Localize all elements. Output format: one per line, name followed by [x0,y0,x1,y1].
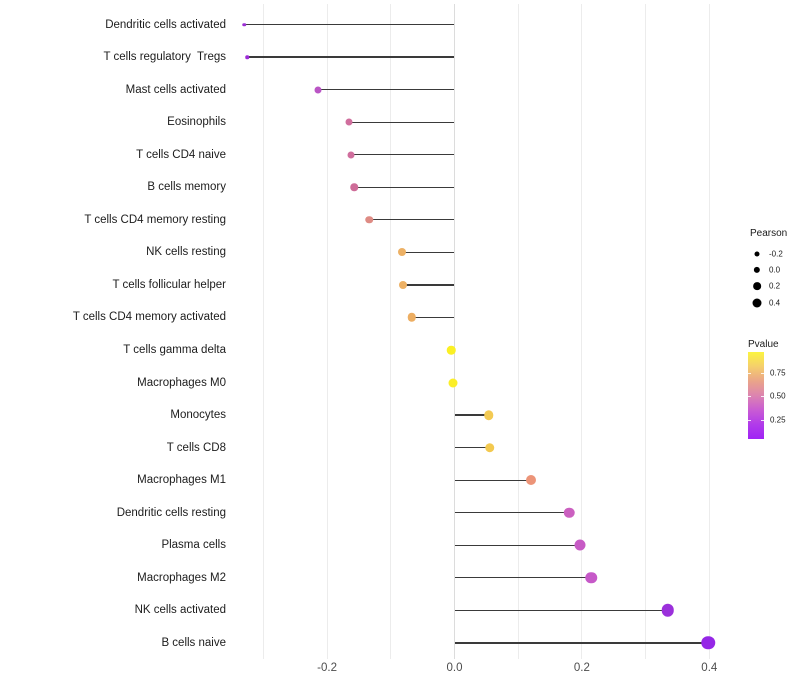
size-legend-label: 0.2 [769,281,781,291]
lollipop-dot [347,151,355,159]
lollipop-dot [484,410,494,420]
lollipop-dot [350,183,359,191]
color-legend-tick-mark [748,419,751,421]
row-label: Dendritic cells activated [105,18,226,31]
lollipop-stem [369,219,455,221]
row-label: T cells regulatory Tregs [103,51,226,64]
lollipop-dot [314,86,322,94]
x-tick-label: 0.0 [446,662,463,674]
size-legend-label: 0.4 [769,298,781,308]
gridline [708,4,710,659]
gridline [262,4,264,659]
row-label: T cells gamma delta [123,344,226,356]
x-tick-label: 0.4 [701,662,718,674]
size-legend-dot [754,251,760,257]
x-tick-label: 0.2 [573,662,590,674]
row-label: T cells follicular helper [112,278,226,291]
row-label: B cells naive [161,636,226,649]
gridline [517,4,519,659]
color-legend-tick-label: 0.75 [770,368,786,378]
lollipop-stem [244,23,455,26]
lollipop-stem [354,186,455,188]
gridline [581,4,583,659]
row-label: Macrophages M1 [137,474,226,487]
gridline [390,4,392,659]
row-label: T cells CD4 naive [136,148,226,161]
lollipop-stem [454,609,668,612]
lollipop-stem [454,577,592,579]
color-legend-tick-label: 0.25 [770,415,786,425]
lollipop-dot [345,118,353,126]
lollipop-stem [402,284,455,286]
color-legend-tick-mark [748,372,751,374]
size-legend-label: 0.0 [769,265,781,275]
lollipop-stem [247,56,455,58]
lollipop-stem [350,154,455,156]
lollipop-dot [245,55,250,59]
lollipop-dot [661,604,675,617]
lollipop-stem [454,642,709,644]
row-label: Dendritic cells resting [116,506,226,519]
row-label: T cells CD4 memory resting [84,213,226,226]
lollipop-stem [454,447,490,449]
row-label: Mast cells activated [125,83,226,96]
lollipop-stem [454,414,489,416]
row-label: T cells CD4 memory activated [72,311,226,324]
size-legend-dot [752,298,762,308]
row-label: Monocytes [170,409,226,422]
size-legend-title: Pearson [750,228,788,239]
row-label: Macrophages M0 [137,376,226,389]
lollipop-dot [242,22,247,27]
row-label: T cells CD8 [166,441,226,454]
lollipop-stem [349,121,455,123]
lollipop-stem [401,251,455,253]
zero-gridline [454,4,455,659]
lollipop-dot [407,313,417,322]
lollipop-dot [447,345,456,355]
lollipop-dot [585,572,598,584]
x-tick-label: -0.2 [317,662,337,674]
lollipop-dot [484,442,495,453]
lollipop-dot [398,280,407,289]
color-legend-tick-mark [761,396,764,398]
row-label: Plasma cells [161,539,226,552]
lollipop-dot [525,475,536,486]
lollipop-dot [448,378,458,388]
color-legend-title: Pvalue [748,339,779,350]
row-label: NK cells activated [134,604,226,617]
lollipop-stem [454,512,570,514]
lollipop-stem [411,316,455,319]
row-label: Eosinophils [167,116,226,129]
lollipop-dot [574,539,586,551]
color-legend-tick-mark [761,419,764,421]
row-label: Macrophages M2 [137,571,226,584]
size-legend-label: -0.2 [769,249,783,259]
lollipop-dot [701,636,715,650]
color-legend-tick-mark [761,372,764,374]
lollipop-stem [454,544,580,546]
size-legend-dot [753,282,761,291]
color-legend-tick-label: 0.50 [770,391,786,401]
color-legend-gradient-bar [748,352,764,439]
lollipop-stem [317,88,455,91]
lollipop-stem [454,479,531,481]
lollipop-dot [397,248,406,257]
row-label: B cells memory [147,181,226,194]
row-label: NK cells resting [146,246,226,259]
gridline [326,4,328,659]
lollipop-dot [563,507,575,518]
color-legend-tick-mark [748,396,751,398]
lollipop-dot [365,216,373,224]
size-legend-dot [753,267,761,274]
gridline [645,4,647,659]
